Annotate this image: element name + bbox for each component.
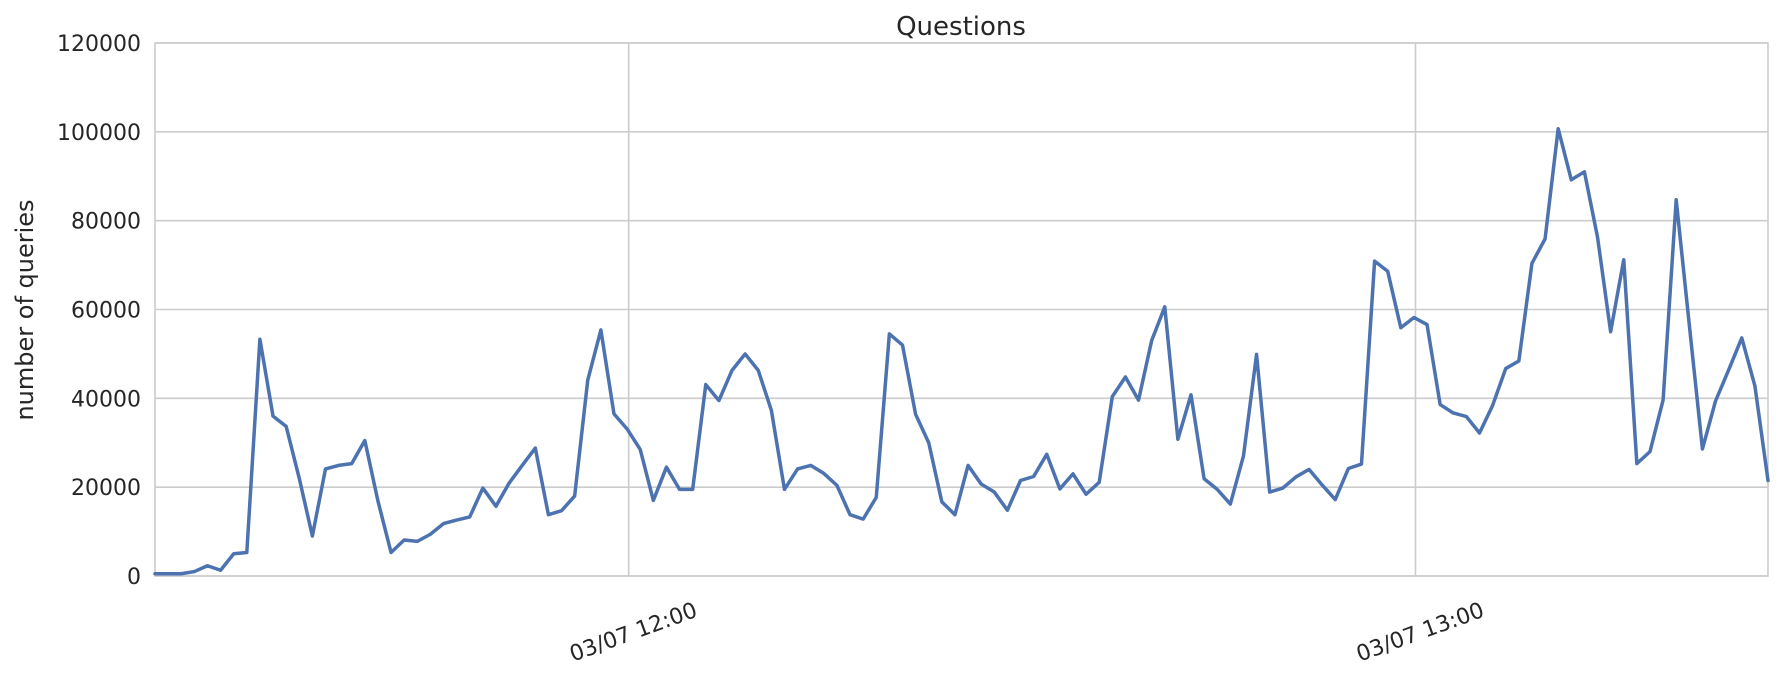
y-tick-label: 100000 — [57, 121, 141, 146]
y-tick-label: 60000 — [71, 299, 141, 324]
chart-title: Questions — [896, 12, 1026, 42]
x-tick-label: 03/07 13:00 — [1353, 598, 1487, 667]
x-tick-label: 03/07 12:00 — [566, 598, 700, 667]
series-line — [153, 126, 1770, 576]
y-tick-label: 80000 — [71, 210, 141, 235]
y-tick-label: 0 — [127, 565, 141, 590]
y-tick-label: 20000 — [71, 476, 141, 501]
y-axis-ticks: 0 20000 40000 60000 80000 100000 120000 — [57, 32, 141, 590]
y-axis-label: number of queries — [11, 199, 39, 420]
y-tick-label: 120000 — [57, 32, 141, 57]
plot-frame — [154, 42, 1769, 577]
y-tick-label: 40000 — [71, 387, 141, 412]
x-axis-ticks: 03/07 12:00 03/07 13:00 — [566, 598, 1487, 667]
